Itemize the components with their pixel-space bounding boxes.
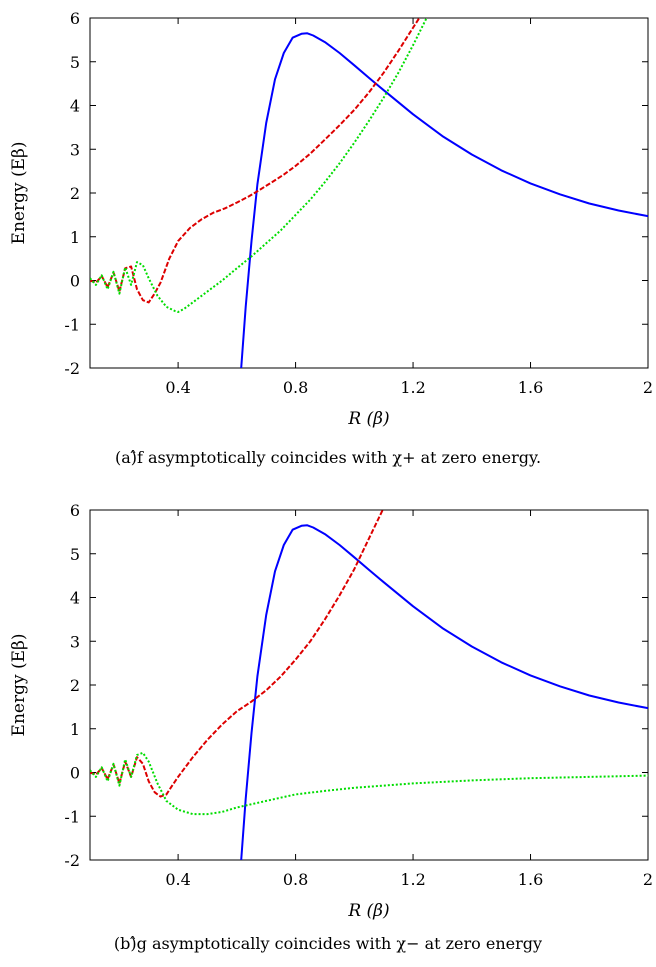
chart-a-y-tick-label: -2 [64, 359, 80, 378]
caption-b: (b)̂g asymptotically coincides with χ− a… [113, 934, 543, 953]
chart-a-y-tick-label: 1 [70, 228, 80, 247]
chart-b: 0.4 0.8 1.2 1.6 2 -2 -1 0 1 2 3 4 5 6 R (β) Energy (Eβ) [9, 501, 653, 921]
chart-a-x-tick-label: 0.8 [283, 378, 308, 397]
caption-a: (a)̂f asymptotically coincides with χ+ a… [114, 448, 542, 467]
chart-a-y-tick-label: 0 [70, 272, 80, 291]
chart-a-y-axis-label: Energy (Eβ) [9, 142, 29, 245]
chart-a-x-tick-label: 0.4 [165, 378, 190, 397]
chart-a-plot-frame [89, 17, 649, 369]
chart-b-y-tick-label: 2 [70, 676, 80, 695]
chart-a-x-axis-label: R (β) [347, 409, 389, 429]
chart-a-x-tick-label: 2 [643, 378, 653, 397]
chart-b-x-tick-label: 0.8 [283, 870, 308, 889]
chart-b-y-tick-label: 6 [70, 501, 80, 520]
chart-a-series-dotted-line [90, 18, 428, 313]
chart-b-x-tick-label: 0.4 [165, 870, 190, 889]
panel-a: 0.4 0.8 1.2 1.6 2 -2 -1 0 1 2 3 4 5 6 R (β) Energy (Eβ)… [0, 0, 656, 480]
chart-b-y-tick-label: 1 [70, 720, 80, 739]
chart-a-y-tick-label: -1 [64, 315, 80, 334]
chart-a-y-tick-label: 3 [70, 140, 80, 159]
chart-b-plot-frame [89, 509, 649, 861]
chart-b-series-dotted-line [90, 751, 648, 816]
chart-b-series-dashed-line [90, 510, 384, 798]
chart-b-x-tick-label: 1.6 [518, 870, 543, 889]
chart-a-y-tick-label: 2 [70, 184, 80, 203]
chart-b-y-tick-label: 3 [70, 632, 80, 651]
chart-b-y-axis-label: Energy (Eβ) [9, 634, 29, 737]
chart-b-series-solid-line [240, 524, 648, 860]
chart-b-y-tick-label: 5 [70, 545, 80, 564]
chart-a-y-tick-label: 5 [70, 53, 80, 72]
chart-a-series-solid-line [240, 32, 648, 368]
chart-b-y-tick-label: -1 [64, 807, 80, 826]
chart-b-y-tick-label: -2 [64, 851, 80, 870]
chart-a-series-dashed-line [90, 18, 421, 304]
chart-b-x-tick-label: 1.2 [400, 870, 425, 889]
chart-a-y-tick-label: 6 [70, 9, 80, 28]
chart-b-y-tick-label: 4 [70, 589, 80, 608]
chart-b-x-axis-label: R (β) [347, 901, 389, 921]
chart-a-x-tick-label: 1.2 [400, 378, 425, 397]
panel-b: 0.4 0.8 1.2 1.6 2 -2 -1 0 1 2 3 4 5 6 R (β) Energy (Eβ) [0, 490, 656, 967]
chart-a: 0.4 0.8 1.2 1.6 2 -2 -1 0 1 2 3 4 5 6 R (β) Energy (Eβ) [9, 9, 653, 429]
chart-b-y-tick-label: 0 [70, 764, 80, 783]
chart-a-y-tick-label: 4 [70, 97, 80, 116]
chart-a-x-tick-label: 1.6 [518, 378, 543, 397]
chart-b-x-tick-label: 2 [643, 870, 653, 889]
